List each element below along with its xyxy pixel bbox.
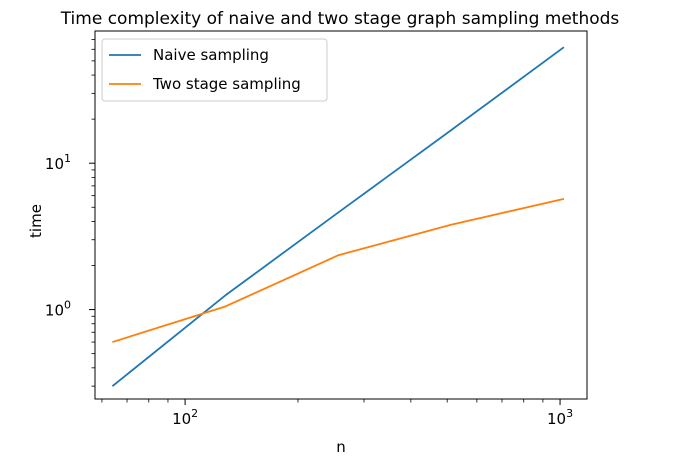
x-axis-label: n: [336, 438, 346, 456]
x-tick-label: 102: [172, 407, 198, 428]
plot-frame: [94, 30, 588, 400]
series-lines: [111, 46, 565, 387]
y-tick-label: 101: [45, 152, 71, 173]
series-line-1: [111, 46, 565, 387]
x-tick-exponent: 3: [566, 407, 573, 420]
y-tick-exponent: 0: [64, 299, 71, 312]
plot-area: [94, 30, 588, 400]
x-tick-exponent: 2: [191, 407, 198, 420]
chart-title: Time complexity of naive and two stage g…: [60, 9, 620, 29]
series-line-2: [112, 198, 565, 343]
legend-label-1: Naive sampling: [153, 46, 269, 64]
y-tick-exponent: 1: [64, 152, 71, 165]
y-axis-label: time: [27, 204, 45, 238]
legend-box: [101, 38, 328, 102]
y-tick-label: 100: [45, 299, 71, 320]
legend-label-2: Two stage sampling: [152, 75, 301, 93]
legend: Naive sampling Two stage sampling: [101, 38, 328, 102]
x-tick-label: 103: [547, 407, 573, 428]
